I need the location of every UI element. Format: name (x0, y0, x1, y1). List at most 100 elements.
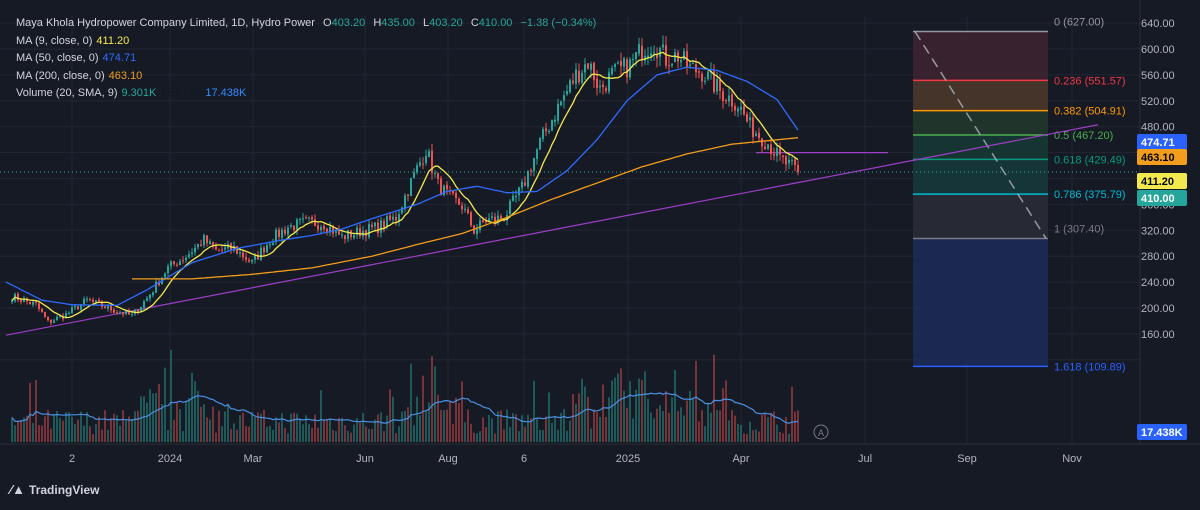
price-tag (1137, 134, 1187, 150)
tradingview-logo-icon: ⁄▲ (10, 482, 26, 497)
volume-bar (683, 415, 685, 442)
candle-body (776, 147, 778, 156)
volume-bar (302, 424, 304, 442)
candle-body (563, 95, 565, 101)
candle-body (254, 254, 256, 260)
volume-bar (50, 428, 52, 442)
candle-body (737, 108, 739, 112)
volume-bar (671, 397, 673, 442)
candle-body (764, 146, 766, 149)
tradingview-footer[interactable]: ⁄▲ TradingView (10, 482, 100, 497)
volume-bar (524, 426, 526, 442)
volume-bar (434, 366, 436, 442)
candle-body (626, 59, 628, 78)
candle-body (125, 310, 127, 315)
volume-bar (632, 418, 634, 442)
volume-bar (53, 414, 55, 442)
volume-bar (494, 433, 496, 442)
volume-bar (131, 419, 133, 442)
symbol-title: Maya Khola Hydropower Company Limited, 1… (16, 17, 315, 29)
legend-title-row: Maya Khola Hydropower Company Limited, 1… (16, 15, 596, 33)
volume-bar (590, 428, 592, 442)
candle-body (317, 225, 319, 230)
volume-bar (533, 380, 535, 442)
volume-bar (491, 418, 493, 442)
candle-body (611, 67, 613, 75)
fib-zone (913, 194, 1048, 239)
candle-body (374, 222, 376, 227)
volume-bar (80, 411, 82, 442)
candle-body (371, 224, 373, 227)
candle-body (311, 217, 313, 220)
volume-bar (230, 428, 232, 442)
fib-level-label: 0.786 (375.79) (1054, 189, 1126, 201)
candle-body (101, 301, 103, 307)
volume-bar (362, 412, 364, 442)
volume-bar (212, 406, 214, 442)
candle-body (164, 273, 166, 278)
candle-body (452, 190, 454, 194)
volume-bar (332, 429, 334, 442)
legend-ma9[interactable]: MA (9, close, 0) 411.20 (16, 34, 130, 47)
candle-body (143, 301, 145, 308)
volume-bar (626, 407, 628, 442)
volume-bar (101, 429, 103, 442)
volume-bar (602, 384, 604, 442)
candle-body (458, 198, 460, 205)
volume-bar (320, 390, 322, 442)
legend-volume[interactable]: Volume (20, SMA, 9) 9.301K 15.879K 17.438K (16, 87, 247, 99)
volume-bar (674, 369, 676, 442)
candle-body (227, 244, 229, 249)
candle-body (293, 225, 295, 231)
volume-bar (86, 412, 88, 442)
candle-body (203, 235, 205, 246)
candle-body (257, 254, 259, 260)
candle-body (722, 91, 724, 102)
candle-body (209, 241, 211, 245)
candle-body (146, 298, 148, 302)
volume-bar (425, 411, 427, 442)
volume-bar (557, 429, 559, 442)
volume-bar (776, 424, 778, 442)
legend-ma50[interactable]: MA (50, close, 0) 474.71 (16, 52, 137, 64)
volume-bar (566, 430, 568, 442)
candle-body (242, 252, 244, 258)
volume-bar (164, 367, 166, 442)
candle-body (620, 60, 622, 67)
volume-bar (221, 426, 223, 442)
candle-body (197, 244, 199, 248)
volume-bar (734, 415, 736, 442)
legend-ma200[interactable]: MA (200, close, 0) 463.10 (16, 69, 143, 82)
candle-body (467, 209, 469, 213)
candle-body (524, 182, 526, 186)
candle-body (668, 65, 670, 67)
candle-body (713, 71, 715, 92)
volume-bar (560, 413, 562, 442)
candle-body (98, 299, 100, 302)
x-tick-label: Sep (957, 453, 977, 465)
volume-bar (323, 419, 325, 442)
candle-body (269, 244, 271, 246)
volume-bar (152, 393, 154, 442)
volume-bar (62, 420, 64, 442)
price-tag-label: 17.438K (1141, 427, 1183, 439)
y-tick-label: 320.00 (1141, 225, 1175, 237)
price-tag-label: 463.10 (1141, 152, 1175, 164)
candle-body (740, 106, 742, 110)
candle-body (614, 64, 616, 68)
candle-body (56, 316, 58, 321)
volume-bar (20, 419, 22, 442)
volume-bar (419, 415, 421, 442)
volume-bar (608, 397, 610, 442)
ma50-line (5, 66, 799, 307)
volume-bar (167, 429, 169, 442)
volume-bar (515, 414, 517, 442)
volume-bar (395, 433, 397, 442)
volume-sma-line (11, 392, 799, 424)
volume-bar (764, 413, 766, 442)
price-tag (1137, 190, 1187, 206)
volume-bar (26, 415, 28, 442)
volume-bar (437, 394, 439, 442)
